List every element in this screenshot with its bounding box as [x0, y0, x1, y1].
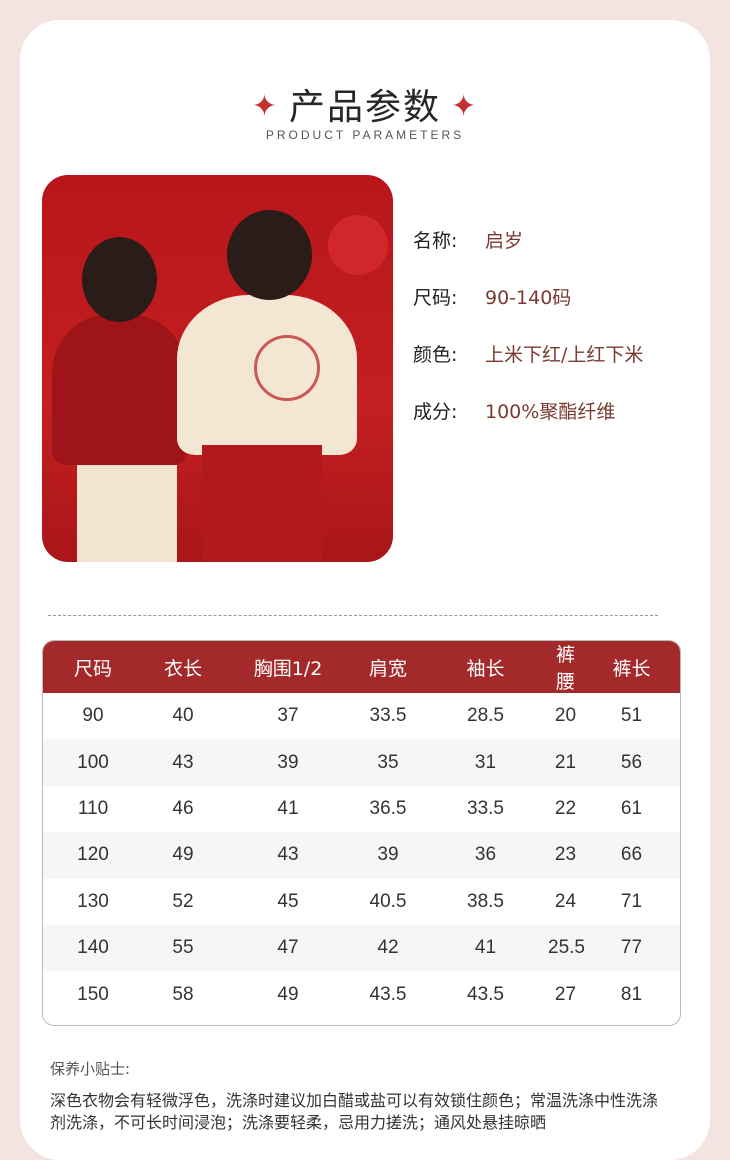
table-cell: 33.5	[467, 797, 504, 819]
column-header: 袖长	[466, 657, 505, 680]
table-cell: 43	[277, 844, 299, 866]
product-photo	[42, 175, 393, 562]
table-cell: 41	[277, 797, 299, 819]
care-tips-body: 深色衣物会有轻微浮色，洗涤时建议加白醋或盐可以有效锁住颜色；常温洗涤中性洗涤剂洗…	[50, 1091, 659, 1132]
param-value: 100%聚酯纤维	[485, 401, 616, 423]
param-value: 上米下红/上红下米	[485, 344, 644, 366]
param-size: 尺码: 90-140码	[413, 283, 643, 340]
table-row: 130 52 45 40.5 38.5 24 71	[43, 879, 680, 925]
table-cell: 150	[77, 983, 109, 1005]
table-cell: 20	[554, 705, 577, 727]
table-cell: 23	[554, 844, 577, 866]
param-key: 名称:	[413, 230, 458, 252]
care-tips-title: 保养小贴士:	[50, 1060, 131, 1078]
table-cell: 43.5	[467, 983, 504, 1005]
table-cell: 33.5	[369, 705, 407, 727]
column-header: 肩宽	[368, 657, 407, 680]
table-cell: 21	[554, 751, 577, 773]
param-value: 启岁	[485, 230, 524, 252]
table-cell: 55	[172, 937, 194, 959]
param-key: 成分:	[413, 401, 458, 423]
table-cell: 41	[474, 937, 497, 959]
table-cell: 58	[172, 983, 194, 1005]
param-key: 颜色:	[413, 344, 458, 366]
star-icon: ✦	[251, 88, 279, 124]
table-cell: 47	[277, 937, 299, 959]
table-cell: 61	[620, 797, 643, 819]
column-header: 裤长	[612, 657, 651, 680]
table-cell: 130	[77, 890, 109, 912]
table-cell: 40	[172, 705, 194, 727]
table-cell: 110	[77, 797, 109, 819]
page-subtitle: PRODUCT PARAMETERS	[265, 128, 465, 142]
table-cell: 39	[377, 844, 399, 866]
param-color: 颜色: 上米下红/上红下米	[413, 340, 643, 397]
divider	[48, 615, 658, 616]
table-cell: 36.5	[369, 797, 407, 819]
table-cell: 43	[172, 751, 194, 773]
product-params: 名称: 启岁 尺码: 90-140码 颜色: 上米下红/上红下米 成分: 100%聚酯纤…	[413, 226, 643, 454]
table-cell: 27	[554, 983, 577, 1005]
table-cell: 35	[377, 751, 399, 773]
table-cell: 90	[82, 705, 104, 727]
table-cell: 140	[77, 937, 109, 959]
table-row: 150 58 49 43.5 43.5 27 81	[43, 971, 680, 1017]
param-material: 成分: 100%聚酯纤维	[413, 397, 643, 454]
table-cell: 81	[620, 983, 643, 1005]
table-row: 110 46 41 36.5 33.5 22 61	[43, 786, 680, 832]
table-cell: 43.5	[369, 983, 407, 1005]
table-cell: 46	[172, 797, 194, 819]
table-cell: 51	[620, 705, 643, 727]
table-cell: 40.5	[369, 890, 407, 912]
param-name: 名称: 启岁	[413, 226, 643, 283]
table-cell: 100	[77, 751, 109, 773]
table-row: 140 55 47 42 41 25.5 77	[43, 924, 680, 972]
param-key: 尺码:	[413, 287, 458, 309]
table-cell: 71	[620, 890, 643, 912]
table-cell: 36	[474, 844, 497, 866]
table-cell: 56	[620, 751, 643, 773]
table-cell: 24	[554, 890, 577, 912]
table-cell: 77	[620, 937, 643, 959]
star-icon: ✦	[451, 88, 479, 124]
title-text: 产品参数	[288, 87, 441, 128]
table-cell: 25.5	[548, 937, 585, 959]
table-header: 尺码 衣长 胸围1/2 肩宽 袖长 裤腰 裤长	[43, 641, 680, 693]
table-row: 90 40 37 33.5 28.5 20 51	[43, 693, 680, 739]
table-cell: 45	[277, 890, 299, 912]
table-row: 100 43 39 35 31 21 56	[43, 739, 680, 786]
table-cell: 39	[277, 751, 299, 773]
table-cell: 22	[554, 797, 577, 819]
table-cell: 49	[172, 844, 194, 866]
table-cell: 31	[474, 751, 497, 773]
table-cell: 42	[377, 937, 399, 959]
param-value: 90-140码	[485, 287, 572, 309]
column-header: 尺码	[73, 657, 112, 680]
child-boy	[52, 315, 187, 465]
size-table: 尺码 衣长 胸围1/2 肩宽 袖长 裤腰 裤长 90 40 37 33.5 28.5 20 51 100 43…	[42, 640, 681, 1026]
page-title: ✦ 产品参数 ✦	[0, 78, 730, 130]
column-header: 胸围1/2	[253, 657, 323, 680]
table-cell: 49	[277, 983, 299, 1005]
column-header: 衣长	[163, 657, 202, 680]
table-cell: 37	[277, 705, 299, 727]
table-cell: 28.5	[467, 705, 504, 727]
column-header: 裤腰	[555, 644, 575, 693]
table-cell: 120	[77, 844, 109, 866]
table-cell: 38.5	[467, 890, 504, 912]
table-cell: 66	[620, 844, 643, 866]
table-row: 120 49 43 39 36 23 66	[43, 832, 680, 879]
table-cell: 52	[172, 890, 194, 912]
